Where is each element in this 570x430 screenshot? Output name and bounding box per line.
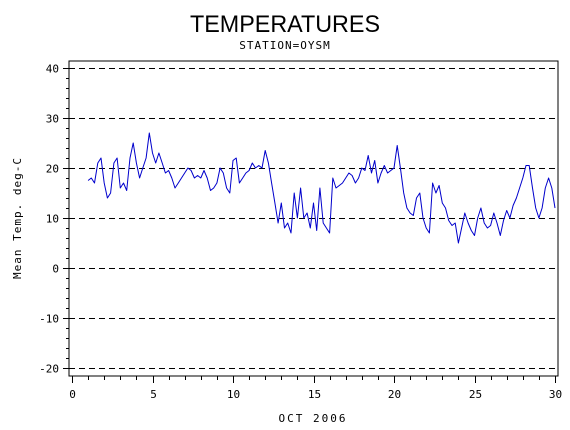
x-tick-label: 15 — [308, 388, 321, 401]
y-tick-label: 0 — [52, 263, 59, 276]
x-tick-label: 5 — [150, 388, 157, 401]
y-tick-label: 20 — [46, 163, 59, 176]
x-axis-label: OCT 2006 — [279, 412, 348, 425]
y-tick-label: -10 — [39, 313, 59, 326]
x-tick-label: 25 — [469, 388, 482, 401]
chart-title: TEMPERATURES — [190, 11, 380, 38]
series-layer — [87, 132, 556, 244]
x-tick-label: 10 — [227, 388, 240, 401]
x-tick-label: 30 — [549, 388, 562, 401]
temperature-series-line — [87, 132, 556, 244]
chart-subtitle: STATION=OYSM — [239, 39, 330, 52]
y-tick-label: -20 — [39, 363, 59, 376]
axis-ticks: -20 -10 0 10 20 30 40 0 5 10 15 20 25 30 — [39, 63, 562, 402]
x-tick-label: 0 — [69, 388, 76, 401]
y-tick-label: 30 — [46, 113, 59, 126]
y-tick-label: 10 — [46, 213, 59, 226]
grid-lines — [69, 68, 558, 369]
x-tick-label: 20 — [388, 388, 401, 401]
y-tick-label: 40 — [46, 63, 59, 76]
y-axis-label: Mean Temp. deg-C — [11, 157, 24, 279]
